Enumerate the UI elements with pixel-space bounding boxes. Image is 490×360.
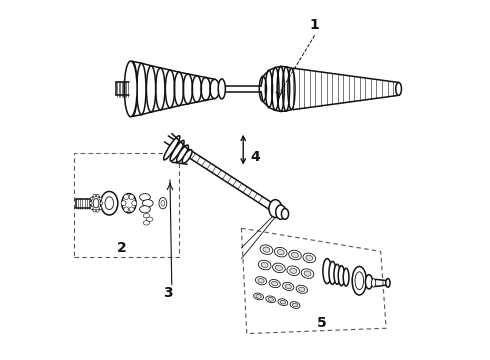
Ellipse shape	[290, 268, 297, 273]
Polygon shape	[242, 228, 386, 334]
Ellipse shape	[355, 272, 364, 290]
Polygon shape	[263, 66, 292, 111]
Ellipse shape	[129, 207, 134, 212]
Ellipse shape	[140, 194, 150, 201]
Ellipse shape	[93, 209, 96, 212]
Ellipse shape	[99, 197, 102, 200]
Ellipse shape	[258, 279, 264, 283]
Ellipse shape	[275, 265, 282, 270]
Ellipse shape	[281, 208, 289, 219]
Ellipse shape	[271, 282, 278, 286]
Ellipse shape	[263, 247, 270, 252]
Ellipse shape	[290, 302, 300, 309]
Ellipse shape	[277, 249, 284, 255]
Ellipse shape	[276, 205, 286, 219]
Ellipse shape	[105, 197, 114, 210]
Ellipse shape	[132, 201, 137, 206]
Text: 3: 3	[163, 285, 173, 300]
Ellipse shape	[260, 245, 273, 255]
Text: 4: 4	[251, 150, 261, 164]
Ellipse shape	[352, 266, 367, 295]
Ellipse shape	[299, 287, 305, 292]
Ellipse shape	[269, 279, 280, 288]
Ellipse shape	[371, 279, 376, 287]
Ellipse shape	[90, 206, 93, 209]
Ellipse shape	[123, 207, 129, 212]
Ellipse shape	[254, 293, 264, 300]
Ellipse shape	[396, 82, 401, 95]
Ellipse shape	[258, 260, 271, 270]
Ellipse shape	[143, 221, 149, 225]
Ellipse shape	[366, 275, 372, 289]
Ellipse shape	[93, 199, 99, 208]
Ellipse shape	[123, 194, 129, 199]
Ellipse shape	[143, 200, 153, 207]
Ellipse shape	[386, 279, 390, 287]
Ellipse shape	[301, 269, 314, 278]
Ellipse shape	[304, 271, 311, 276]
Ellipse shape	[176, 145, 189, 162]
Ellipse shape	[334, 264, 341, 284]
Ellipse shape	[96, 209, 99, 212]
Ellipse shape	[129, 194, 134, 199]
Ellipse shape	[274, 247, 287, 257]
Ellipse shape	[323, 258, 331, 284]
Ellipse shape	[272, 263, 285, 273]
Ellipse shape	[147, 217, 153, 221]
Ellipse shape	[266, 296, 275, 303]
Text: 2: 2	[117, 241, 126, 255]
Ellipse shape	[306, 255, 313, 261]
Ellipse shape	[96, 194, 99, 197]
Ellipse shape	[93, 194, 96, 197]
Ellipse shape	[293, 303, 298, 307]
Ellipse shape	[269, 200, 282, 217]
Ellipse shape	[124, 61, 137, 117]
Polygon shape	[165, 136, 279, 213]
Ellipse shape	[143, 213, 149, 218]
Text: 5: 5	[317, 316, 327, 330]
Polygon shape	[129, 62, 222, 116]
Ellipse shape	[140, 206, 150, 213]
Ellipse shape	[121, 201, 126, 206]
Ellipse shape	[89, 202, 92, 204]
Ellipse shape	[122, 194, 136, 213]
Ellipse shape	[287, 266, 299, 275]
Ellipse shape	[303, 253, 316, 263]
Ellipse shape	[268, 297, 273, 301]
Ellipse shape	[343, 268, 349, 286]
Ellipse shape	[285, 284, 292, 289]
Ellipse shape	[100, 202, 103, 204]
Ellipse shape	[256, 294, 261, 298]
Ellipse shape	[278, 299, 288, 306]
Ellipse shape	[100, 192, 118, 215]
Ellipse shape	[261, 262, 268, 267]
Ellipse shape	[255, 277, 267, 285]
Ellipse shape	[218, 79, 225, 99]
Ellipse shape	[170, 140, 184, 161]
Ellipse shape	[99, 206, 102, 209]
Ellipse shape	[280, 300, 286, 304]
Ellipse shape	[161, 201, 165, 206]
Ellipse shape	[292, 252, 298, 258]
Ellipse shape	[90, 197, 93, 200]
Ellipse shape	[329, 261, 336, 284]
Text: 1: 1	[310, 18, 319, 32]
Bar	[74, 153, 179, 257]
Ellipse shape	[182, 150, 192, 163]
Ellipse shape	[283, 282, 294, 291]
Ellipse shape	[91, 195, 101, 211]
Ellipse shape	[289, 250, 301, 260]
Ellipse shape	[159, 198, 167, 209]
Ellipse shape	[338, 266, 344, 286]
Ellipse shape	[164, 136, 180, 160]
Ellipse shape	[296, 285, 307, 293]
